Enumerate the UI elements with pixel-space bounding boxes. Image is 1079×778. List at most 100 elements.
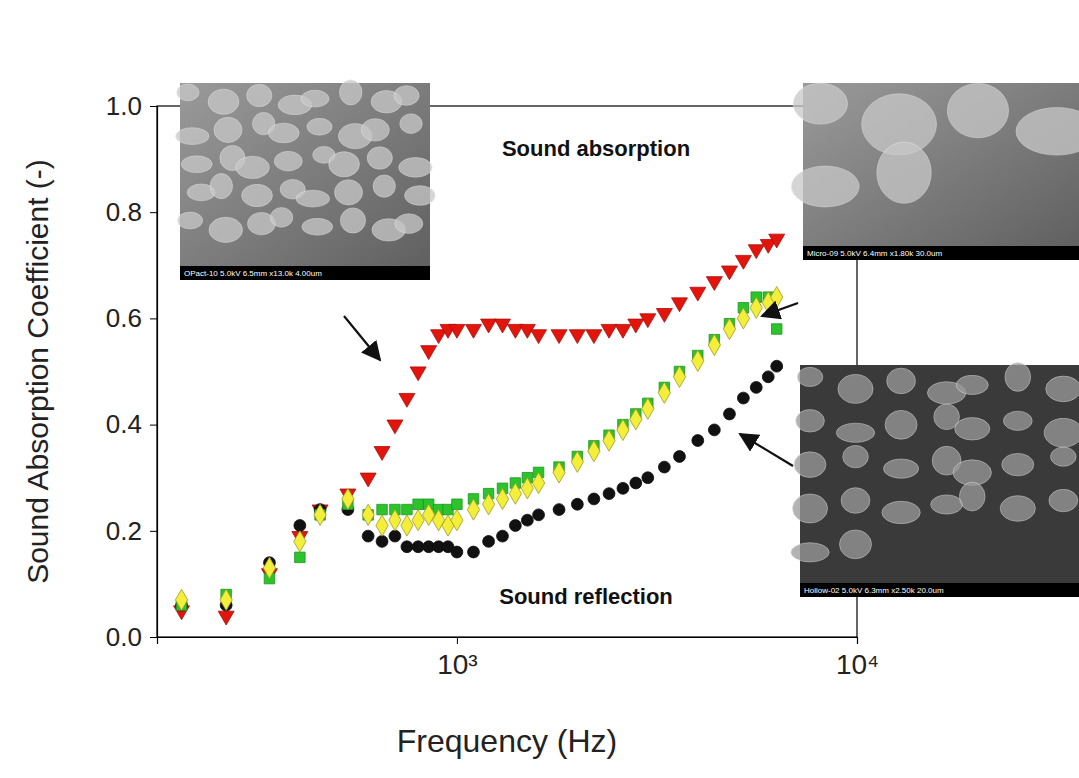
data-point	[421, 346, 437, 360]
sem-particle	[214, 117, 242, 142]
sem-particle	[843, 445, 869, 467]
sem-particle	[394, 86, 419, 106]
sem-particle	[1005, 363, 1031, 392]
sem-particle	[181, 156, 212, 173]
data-point	[374, 447, 390, 461]
data-point	[569, 330, 585, 344]
sem-particle	[885, 410, 917, 439]
data-point	[656, 308, 672, 322]
data-point	[706, 277, 722, 291]
sem-particle	[1046, 376, 1079, 402]
sem-particle	[791, 543, 829, 562]
series-3	[175, 287, 782, 611]
sem-particle	[236, 156, 270, 178]
sem-caption-bar	[800, 583, 1079, 597]
data-point	[628, 319, 644, 333]
data-point	[360, 473, 376, 487]
data-point	[496, 488, 508, 509]
sem-particle	[177, 212, 202, 229]
sem-inset: Micro-09 5.0kV 6.4mm x1.80k 30.0um	[791, 83, 1079, 260]
sem-image	[800, 365, 1079, 597]
data-point	[220, 589, 232, 610]
data-point	[401, 541, 413, 553]
sem-particle	[797, 367, 823, 386]
sem-particle	[1049, 489, 1078, 511]
data-point	[295, 552, 305, 562]
sem-particle	[931, 495, 963, 514]
y-tick-label: 0.2	[106, 516, 142, 546]
data-point	[389, 510, 401, 531]
series-0	[174, 234, 785, 625]
data-point	[377, 504, 387, 514]
sem-caption: Micro-09 5.0kV 6.4mm x1.80k 30.0um	[807, 249, 943, 258]
x-axis: 10³10⁴	[158, 637, 880, 680]
y-tick: 0.0	[106, 622, 157, 652]
x-axis-title: Frequency (Hz)	[397, 723, 618, 759]
data-point	[451, 546, 463, 558]
data-point	[387, 420, 403, 434]
chart: 10³10⁴0.0 0.2 0.4 0.6 0.8 1.0 Frequency (Hz) So…	[0, 0, 1079, 778]
sem-particle	[302, 218, 333, 235]
x-tick-mark	[457, 637, 458, 644]
sem-particle	[1044, 418, 1079, 447]
data-point	[724, 408, 736, 420]
data-point	[521, 478, 533, 499]
sem-particle	[877, 142, 931, 203]
sem-particle	[395, 214, 423, 234]
y-axis-line	[150, 107, 158, 638]
data-point	[423, 504, 435, 525]
data-point	[748, 245, 764, 259]
x-tick: 10³	[437, 637, 477, 680]
sem-particle	[405, 186, 436, 206]
sem-caption-bar	[180, 266, 430, 280]
data-point	[771, 360, 783, 372]
data-point	[642, 472, 654, 484]
y-axis-title: Sound Absorption Coefficient (-)	[21, 159, 54, 584]
sem-particle	[175, 128, 209, 145]
data-point	[449, 324, 465, 338]
y-tick: 1.0	[106, 91, 157, 121]
data-point	[588, 441, 600, 462]
y-tick-label: 0.6	[106, 303, 142, 333]
data-point	[376, 515, 388, 536]
x-axis-line	[158, 638, 858, 645]
data-point	[769, 234, 785, 248]
data-point	[771, 287, 783, 308]
data-point	[571, 451, 583, 472]
sem-particle	[836, 423, 874, 442]
sem-particle	[247, 84, 272, 106]
data-point	[389, 530, 401, 542]
sem-particle	[329, 152, 360, 177]
data-point	[771, 324, 781, 334]
sem-particle	[208, 89, 239, 114]
data-point	[452, 499, 462, 509]
sem-particle	[792, 494, 827, 523]
data-point	[551, 330, 567, 344]
sem-caption-bar	[803, 246, 1079, 260]
data-point	[509, 520, 521, 532]
y-tick-label: 0.4	[106, 409, 142, 439]
data-point	[708, 334, 720, 355]
data-point	[603, 488, 615, 500]
data-point	[750, 297, 762, 318]
sem-particle	[1016, 108, 1079, 156]
plot-area	[174, 234, 785, 625]
data-point	[483, 536, 495, 548]
data-point	[721, 266, 737, 280]
data-point	[588, 493, 600, 505]
sem-particle	[367, 147, 392, 169]
sem-particle	[268, 123, 299, 143]
sem-particle	[301, 90, 329, 107]
sem-inset: OPact-10 5.0kV 6.5mm x13.0k 4.00um	[175, 80, 435, 280]
data-point	[658, 461, 670, 473]
sem-particle	[959, 482, 985, 511]
data-point	[509, 483, 521, 504]
data-point	[531, 330, 547, 344]
y-axis: 0.0 0.2 0.4 0.6 0.8 1.0	[106, 91, 158, 652]
y-tick: 0.4	[106, 409, 157, 439]
sem-particle	[340, 208, 365, 233]
y-tick: 0.8	[106, 197, 157, 227]
sem-particle	[841, 488, 870, 514]
data-point	[521, 514, 533, 526]
sem-particle	[956, 375, 988, 394]
